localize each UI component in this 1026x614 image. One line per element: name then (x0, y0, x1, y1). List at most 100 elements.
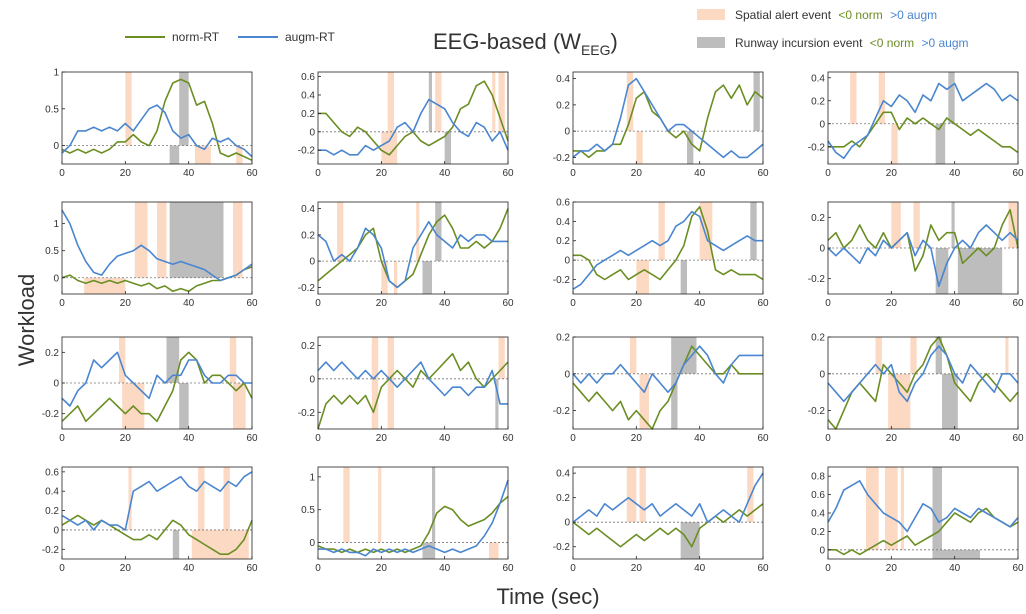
series-norm-rt (317, 495, 509, 554)
x-tick-label: 20 (631, 563, 643, 574)
x-tick-label: 60 (246, 433, 258, 444)
y-tick-label: -0.2 (553, 153, 571, 164)
event-spatial-5 (489, 542, 499, 559)
x-tick-label: 60 (502, 433, 514, 444)
x-tick-label: 60 (757, 168, 769, 179)
legend: norm-RT augm-RT Spatial alert event <0 n… (125, 8, 969, 50)
series-norm-rt (317, 352, 509, 430)
event-spatial-4 (435, 72, 442, 132)
series-norm-rt (827, 336, 1019, 430)
legend-spatial-gt-augm: >0 augm (890, 8, 937, 22)
x-tick-label: 60 (757, 298, 769, 309)
x-axis-label: Time (sec) (496, 584, 599, 609)
event-runway-3 (422, 542, 436, 559)
event-runway-2 (172, 529, 180, 559)
axes-box (827, 71, 1019, 165)
axes-box (572, 201, 764, 295)
series-norm-rt (61, 78, 253, 162)
y-tick-label: 0.2 (301, 341, 315, 352)
y-tick-label: 0.4 (556, 469, 570, 480)
x-tick-label: 20 (120, 563, 132, 574)
event-spatial-1 (343, 467, 350, 543)
event-spatial-2 (371, 378, 379, 429)
x-tick-label: 0 (59, 168, 65, 179)
series-augm-rt (572, 472, 764, 524)
y-tick-label: 0 (309, 538, 315, 549)
x-tick-label: 40 (694, 563, 706, 574)
event-runway-4 (932, 467, 942, 550)
series-norm-rt (61, 351, 253, 423)
x-tick-label: 0 (315, 298, 321, 309)
x-tick-label: 60 (246, 563, 258, 574)
y-tick-label: 0 (564, 127, 570, 138)
y-tick-label: 0 (53, 273, 59, 284)
x-tick-label: 40 (694, 298, 706, 309)
event-runway-3 (687, 131, 694, 164)
x-tick-label: 20 (886, 298, 898, 309)
x-tick-label: 60 (502, 298, 514, 309)
series-norm-rt (828, 111, 1019, 154)
event-spatial-1 (850, 72, 857, 124)
x-tick-label: 60 (757, 433, 769, 444)
event-spatial-3 (157, 202, 167, 278)
event-spatial-6 (233, 383, 246, 429)
y-tick-label: 0.2 (556, 333, 570, 344)
legend-spatial-entry: Spatial alert event <0 norm >0 augm (735, 8, 937, 22)
event-runway-4 (169, 202, 224, 278)
y-tick-label: 0.6 (556, 198, 570, 209)
x-tick-label: 60 (1012, 563, 1024, 574)
event-spatial-2 (381, 261, 388, 294)
panel-1: 0 20 40 60 0 0.5 1 (45, 68, 258, 180)
event-runway-4 (179, 383, 189, 429)
panel-9: 0 20 40 60 -0.2 0 0.2 (42, 336, 258, 444)
event-runway-5 (495, 378, 499, 429)
legend-augm-label: augm-RT (285, 30, 335, 44)
y-tick-label: 0.2 (45, 348, 59, 359)
x-tick-label: 20 (376, 563, 388, 574)
x-tick-label: 20 (376, 168, 388, 179)
event-spatial-1 (626, 72, 634, 132)
x-tick-label: 20 (886, 433, 898, 444)
series-norm-rt (572, 345, 763, 430)
y-tick-label: 0.2 (301, 109, 315, 120)
event-runway-5 (948, 72, 955, 124)
event-runway-3 (166, 337, 180, 383)
x-tick-label: 20 (120, 433, 132, 444)
x-tick-label: 40 (439, 433, 451, 444)
x-tick-label: 20 (120, 298, 132, 309)
event-spatial-1 (84, 277, 126, 294)
event-spatial-1 (866, 467, 879, 550)
y-tick-label: -0.2 (42, 409, 60, 420)
x-tick-label: 0 (570, 563, 576, 574)
y-tick-label: 0 (564, 518, 570, 529)
x-tick-label: 60 (1012, 298, 1024, 309)
event-runway-4 (432, 467, 436, 543)
x-tick-label: 20 (631, 298, 643, 309)
series-augm-rt (827, 479, 1019, 533)
axes-box (317, 71, 509, 165)
y-tick-label: -0.2 (553, 542, 571, 553)
x-tick-label: 40 (183, 563, 195, 574)
y-tick-label: -0.2 (808, 274, 826, 285)
x-tick-label: 40 (949, 433, 961, 444)
panel-16: 0 20 40 60 0 0.2 0.4 0.6 0.8 (811, 466, 1024, 574)
x-tick-label: 40 (183, 298, 195, 309)
event-spatial-1 (119, 337, 126, 383)
y-tick-label: -0.2 (42, 545, 60, 556)
x-tick-label: 0 (825, 433, 831, 444)
axes-box (61, 466, 253, 560)
series-augm-rt (572, 77, 764, 159)
y-tick-label: 0.4 (811, 509, 825, 520)
series-augm-rt (61, 104, 253, 158)
y-tick-label: -0.2 (298, 146, 316, 157)
event-spatial-2 (381, 131, 398, 164)
y-tick-label: 0.5 (301, 505, 315, 516)
x-tick-label: 0 (315, 563, 321, 574)
axes-box (317, 336, 509, 430)
x-tick-label: 40 (694, 168, 706, 179)
series-norm-rt (573, 206, 764, 281)
series-norm-rt (61, 514, 253, 556)
x-tick-label: 40 (694, 433, 706, 444)
event-runway-2 (169, 145, 180, 164)
series-augm-rt (827, 82, 1019, 160)
